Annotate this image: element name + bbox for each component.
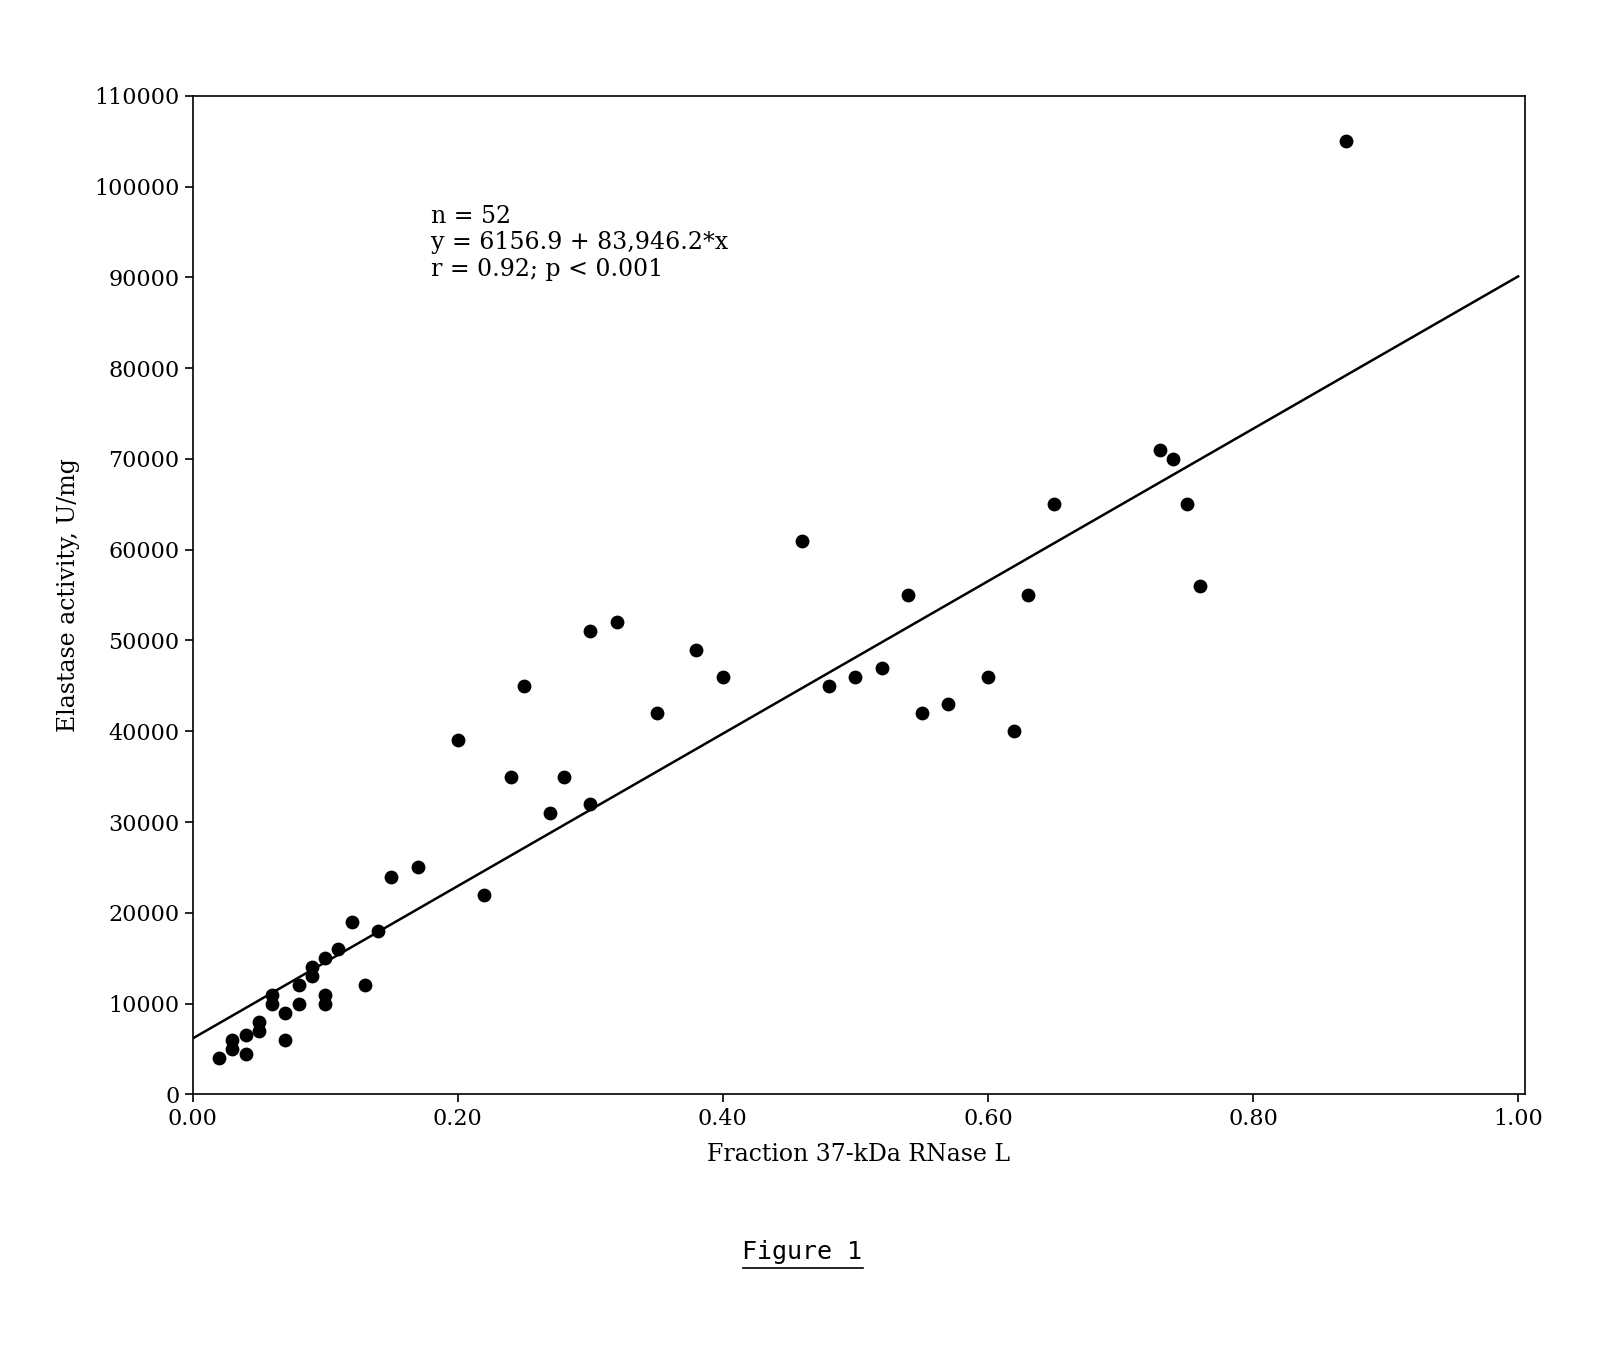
Point (1014, 584, 1040, 606)
Point (1148, 439, 1173, 461)
Point (908, 702, 934, 724)
Point (260, 993, 286, 1015)
Point (578, 793, 603, 815)
Point (472, 884, 498, 906)
Point (379, 866, 404, 888)
Point (551, 766, 576, 788)
Point (246, 1021, 271, 1042)
Point (578, 621, 603, 643)
Point (207, 1047, 233, 1068)
Point (233, 1025, 258, 1047)
Point (868, 657, 894, 679)
Point (404, 856, 430, 878)
Point (326, 938, 351, 960)
Point (510, 674, 536, 696)
Point (313, 993, 339, 1015)
Point (299, 966, 324, 988)
Text: n = 52
y = 6156.9 + 83,946.2*x
r = 0.92; p < 0.001: n = 52 y = 6156.9 + 83,946.2*x r = 0.92;… (432, 205, 729, 280)
Point (286, 974, 311, 996)
Point (644, 702, 669, 724)
Point (498, 766, 523, 788)
Point (709, 666, 735, 688)
Point (538, 802, 563, 824)
Point (1042, 494, 1067, 516)
Point (286, 993, 311, 1015)
Point (1188, 575, 1213, 596)
Point (843, 666, 868, 688)
Text: Figure 1: Figure 1 (743, 1239, 862, 1264)
Point (790, 529, 815, 551)
Point (246, 1011, 271, 1033)
Point (936, 694, 961, 715)
Point (1002, 721, 1027, 743)
Point (313, 947, 339, 969)
Point (684, 639, 709, 661)
Point (1173, 494, 1199, 516)
Point (220, 1038, 246, 1060)
X-axis label: Fraction 37-kDa RNase L: Fraction 37-kDa RNase L (708, 1144, 1010, 1167)
Point (233, 1042, 258, 1064)
Point (351, 974, 377, 996)
Point (1160, 447, 1186, 469)
Point (366, 921, 392, 943)
Point (603, 611, 629, 633)
Point (815, 674, 841, 696)
Point (445, 729, 470, 751)
Point (299, 956, 324, 978)
Point (339, 911, 364, 933)
Point (273, 1029, 299, 1051)
Point (976, 666, 1002, 688)
Point (273, 1001, 299, 1023)
Point (220, 1029, 246, 1051)
Y-axis label: Elastase activity, U/mg: Elastase activity, U/mg (58, 458, 80, 732)
Point (896, 584, 921, 606)
Point (313, 984, 339, 1005)
Point (1334, 130, 1359, 152)
Point (260, 984, 286, 1005)
